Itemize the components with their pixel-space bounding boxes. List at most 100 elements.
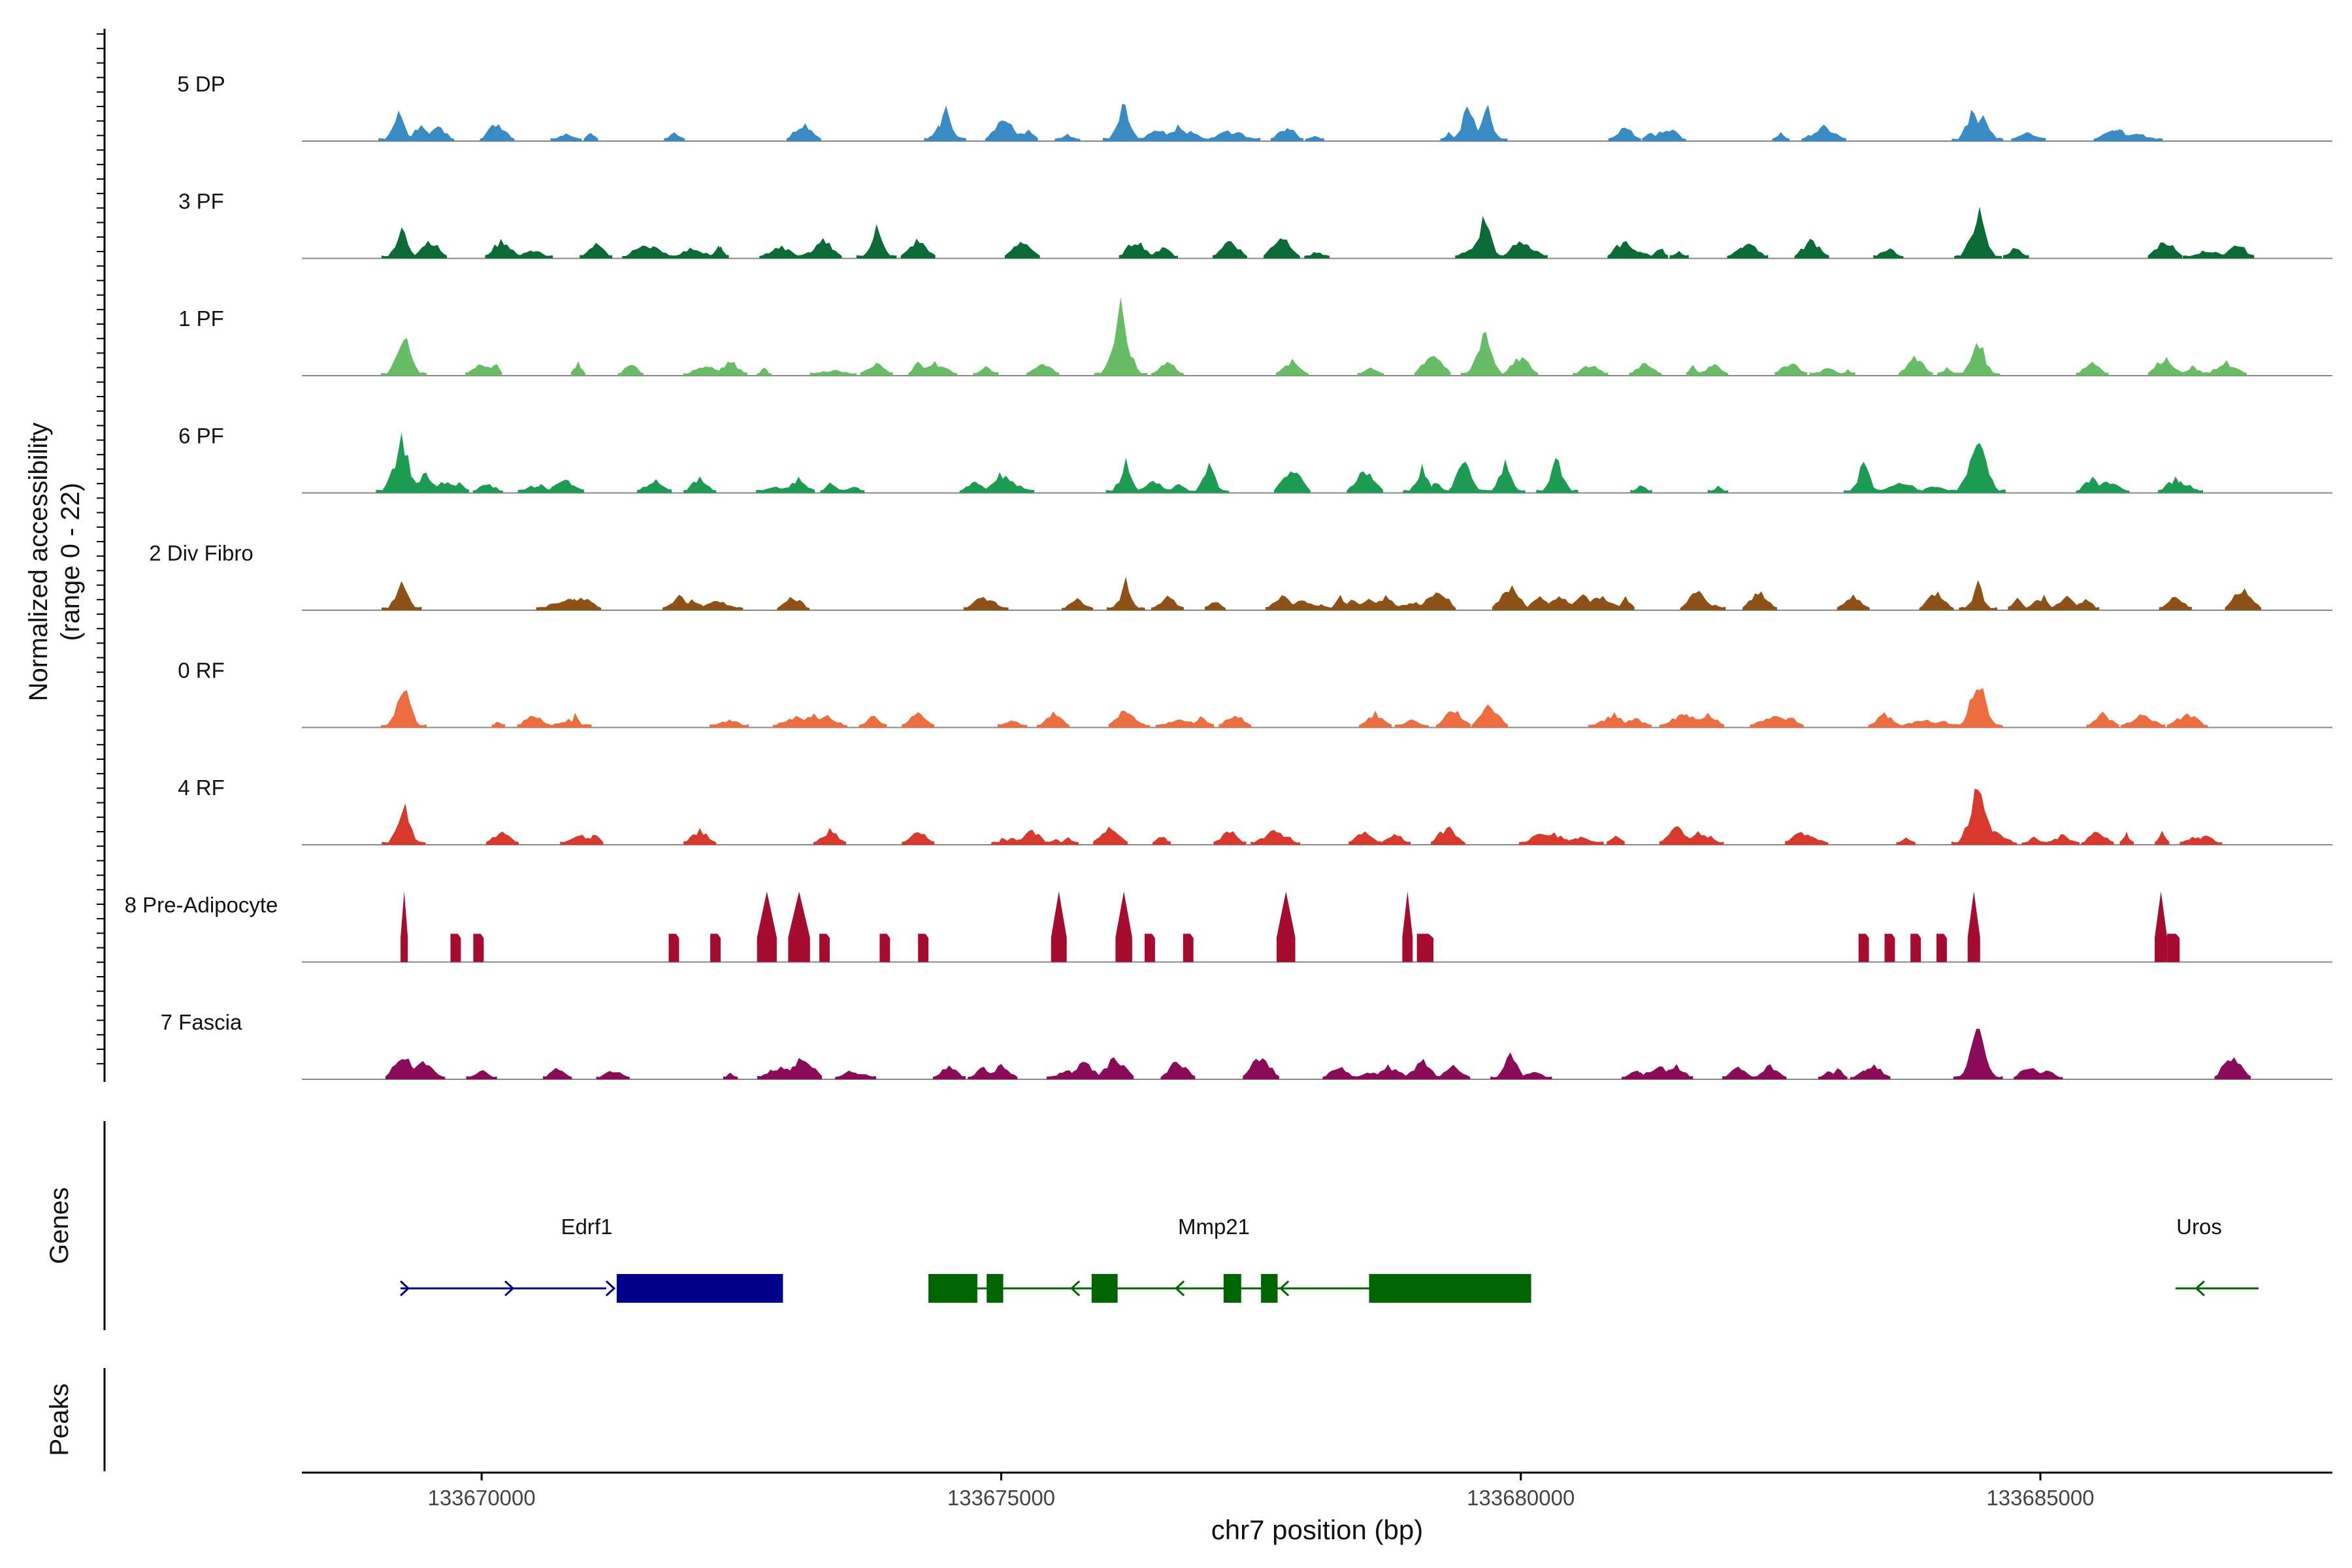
coverage-peak bbox=[1904, 370, 1925, 376]
coverage-block bbox=[1115, 891, 1132, 962]
genes-panel-label: Genes bbox=[45, 1187, 74, 1264]
peaks-panel-label: Peaks bbox=[45, 1383, 74, 1456]
coverage-peak bbox=[2183, 250, 2232, 259]
track-3-pf: 3 PF bbox=[178, 189, 2332, 259]
coverage-peak bbox=[1567, 838, 1585, 845]
coverage-peak bbox=[1405, 1058, 1440, 1079]
coverage-peak bbox=[580, 242, 613, 259]
coverage-peak bbox=[2011, 132, 2046, 141]
coverage-peak bbox=[2050, 595, 2083, 610]
coverage-peak bbox=[1837, 594, 1870, 610]
y-axis-label-line1: Normalized accessibility bbox=[24, 423, 53, 702]
coverage-peak bbox=[710, 719, 749, 728]
track-5-dp: 5 DP bbox=[177, 72, 2332, 142]
coverage-peak bbox=[2081, 832, 2114, 845]
coverage-peak bbox=[2171, 369, 2216, 376]
coverage-peak bbox=[636, 479, 672, 493]
coverage-peak bbox=[1974, 830, 2017, 845]
coverage-block bbox=[788, 891, 810, 962]
coverage-peak bbox=[511, 250, 553, 259]
coverage-peak bbox=[900, 238, 936, 259]
coverage-peak bbox=[1685, 602, 1726, 610]
coverage-peak bbox=[840, 487, 865, 493]
coverage-peak bbox=[1414, 355, 1451, 376]
coverage-peak bbox=[2214, 1057, 2251, 1079]
coverage-peak bbox=[1622, 1070, 1651, 1079]
coverage-peak bbox=[517, 715, 550, 728]
coverage-peak bbox=[1440, 131, 1458, 141]
coverage-peak bbox=[1462, 216, 1507, 259]
coverage-peak bbox=[1305, 136, 1324, 141]
coverage-peak bbox=[1485, 459, 1526, 493]
coverage-peak bbox=[1403, 464, 1441, 493]
coverage-peak bbox=[902, 832, 935, 845]
coverage-peak bbox=[1135, 481, 1170, 493]
coverage-peak bbox=[2221, 245, 2255, 259]
coverage-peak bbox=[928, 125, 948, 141]
coverage-peak bbox=[622, 245, 666, 259]
coverage-peak bbox=[662, 602, 702, 610]
track-label: 0 RF bbox=[178, 659, 225, 683]
coverage-block bbox=[1858, 934, 1869, 962]
coverage-peak bbox=[1663, 713, 1712, 728]
coverage-peak bbox=[1774, 363, 1808, 376]
coverage-peak bbox=[1669, 251, 1689, 259]
coverage-peak bbox=[491, 722, 505, 728]
coverage-peak bbox=[378, 110, 419, 141]
coverage-peak bbox=[449, 482, 469, 493]
coverage-peak bbox=[382, 581, 422, 610]
coverage-block bbox=[473, 934, 484, 962]
coverage-peak bbox=[1119, 242, 1154, 259]
coverage-peak bbox=[596, 1071, 630, 1079]
coverage-tracks: 5 DP 3 PF 1 PF 6 PF 2 Div Fibro 0 RF 4 RF 8 Pre… bbox=[125, 72, 2332, 1080]
coverage-peak bbox=[1608, 127, 1641, 141]
coverage-peak bbox=[1436, 711, 1471, 728]
strand-arrow bbox=[400, 1280, 410, 1297]
strand-arrow bbox=[2195, 1280, 2205, 1297]
coverage-peak bbox=[485, 238, 520, 259]
coverage-block bbox=[1402, 891, 1413, 962]
gene-exon bbox=[1223, 1274, 1241, 1303]
coverage-peak bbox=[1840, 368, 1855, 376]
coverage-peak bbox=[1093, 826, 1128, 845]
x-tick-label: 133675000 bbox=[947, 1486, 1055, 1510]
coverage-peak bbox=[856, 224, 897, 259]
coverage-peak bbox=[1742, 591, 1777, 610]
coverage-peak bbox=[2081, 482, 2130, 493]
coverage-peak bbox=[1729, 243, 1769, 259]
track-label: 3 PF bbox=[178, 189, 224, 214]
coverage-peak bbox=[1174, 131, 1207, 141]
gene-exon bbox=[616, 1274, 783, 1303]
coverage-peak bbox=[908, 361, 928, 376]
coverage-peak bbox=[1843, 461, 1884, 493]
coverage-peak bbox=[1950, 442, 2006, 493]
coverage-peak bbox=[1165, 483, 1192, 493]
strand-arrow bbox=[1070, 1280, 1081, 1297]
gene-uros: Uros bbox=[2175, 1215, 2259, 1297]
coverage-peak bbox=[1450, 1071, 1471, 1079]
track-8-pre-adipocyte: 8 Pre-Adipocyte bbox=[125, 891, 2332, 963]
coverage-block bbox=[668, 934, 679, 962]
coverage-peak bbox=[1722, 1066, 1754, 1079]
coverage-block bbox=[1051, 891, 1067, 962]
strand-arrow bbox=[1279, 1280, 1290, 1297]
coverage-peak bbox=[472, 483, 503, 493]
coverage-peak bbox=[664, 132, 685, 141]
coverage-peak bbox=[805, 715, 847, 728]
coverage-peak bbox=[2021, 836, 2047, 845]
coverage-peak bbox=[1675, 831, 1724, 845]
coverage-peak bbox=[1204, 602, 1226, 610]
coverage-peak bbox=[1378, 834, 1411, 845]
gene-exon bbox=[928, 1274, 977, 1303]
coverage-peak bbox=[1471, 704, 1508, 728]
coverage-peak bbox=[1147, 247, 1178, 259]
coverage-block bbox=[2155, 891, 2168, 962]
coverage-peak bbox=[1062, 598, 1094, 610]
coverage-peak bbox=[1810, 368, 1848, 376]
coverage-peak bbox=[1850, 1070, 1878, 1079]
coverage-peak bbox=[813, 828, 846, 845]
coverage-peak bbox=[1160, 1062, 1196, 1079]
coverage-peak bbox=[382, 803, 426, 845]
x-tick-label: 133685000 bbox=[1986, 1486, 2094, 1510]
coverage-peak bbox=[689, 368, 709, 376]
